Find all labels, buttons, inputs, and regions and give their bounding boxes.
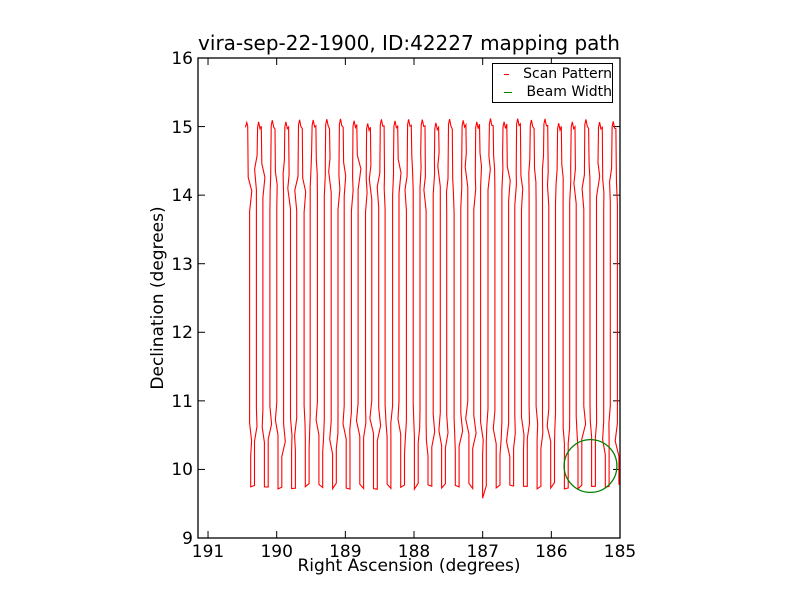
x-tick-label: 189 bbox=[329, 542, 362, 562]
plot-title: vira-sep-22-1900, ID:42227 mapping path bbox=[198, 31, 620, 55]
legend-label-scan-pattern: Scan Pattern bbox=[523, 66, 612, 82]
y-tick-label: 11 bbox=[171, 391, 193, 412]
legend-label-beam-width: Beam Width bbox=[526, 84, 612, 100]
x-tick-label: 188 bbox=[397, 542, 431, 562]
y-tick-label: 10 bbox=[171, 460, 193, 481]
x-tick-label: 187 bbox=[466, 542, 499, 562]
x-tick-label: 190 bbox=[260, 542, 293, 562]
x-tick-label: 191 bbox=[191, 542, 225, 562]
y-tick-label: 16 bbox=[171, 49, 193, 69]
axes-frame bbox=[197, 57, 621, 539]
y-tick-label: 9 bbox=[182, 529, 193, 549]
beam-width-line-sample bbox=[504, 91, 513, 93]
legend-entry-beam-width: Beam Width bbox=[493, 84, 612, 100]
y-tick-label: 12 bbox=[171, 323, 193, 344]
y-tick-label: 14 bbox=[171, 186, 193, 207]
y-tick-label: 15 bbox=[171, 117, 193, 138]
y-tick-label: 13 bbox=[171, 254, 193, 275]
beam-width-circle bbox=[563, 438, 618, 494]
y-axis-label: Declination (degrees) bbox=[148, 206, 168, 390]
scan-pattern-path bbox=[244, 118, 620, 499]
x-axis-label: Right Ascension (degrees) bbox=[297, 556, 521, 576]
legend-entry-scan-pattern: Scan Pattern bbox=[493, 66, 612, 82]
x-tick-label: 186 bbox=[535, 542, 568, 562]
legend: Scan Pattern Beam Width bbox=[492, 63, 613, 103]
scan-pattern-line-sample bbox=[504, 73, 510, 75]
x-tick-label: 185 bbox=[603, 542, 637, 562]
